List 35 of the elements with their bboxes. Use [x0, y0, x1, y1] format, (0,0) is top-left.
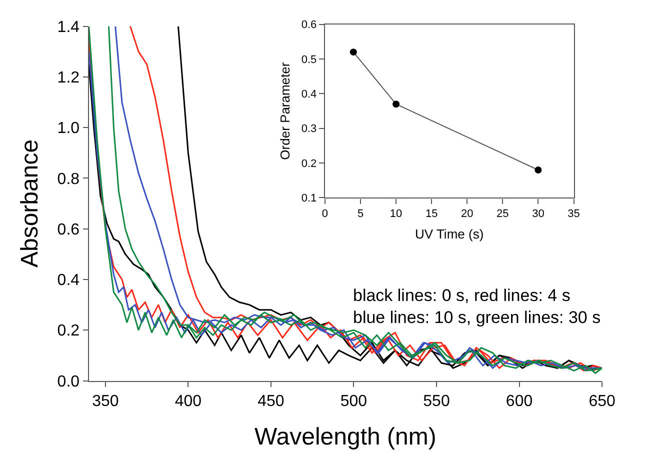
y-tick-label: 1.2	[57, 70, 80, 87]
y-axis-title: Order Parameter	[277, 62, 292, 160]
annotation: black lines: 0 s, red lines: 4 s	[353, 286, 570, 305]
x-tick-label: 25	[496, 208, 509, 220]
x-tick-label: 35	[568, 208, 580, 220]
x-tick-label: 20	[461, 208, 474, 220]
x-tick-label: 450	[258, 393, 284, 410]
y-tick-label: 0.4	[301, 88, 317, 101]
x-tick-label: 10	[390, 208, 402, 220]
x-tick-label: 0	[322, 208, 328, 220]
y-tick-label: 0.8	[57, 170, 80, 188]
x-tick-label: 30	[532, 208, 544, 220]
x-tick-label: 650	[588, 393, 616, 410]
x-tick-label: 600	[506, 393, 533, 410]
x-tick-label: 500	[340, 393, 368, 410]
y-tick-label: 0.2	[57, 322, 80, 340]
y-tick-label: 0.5	[301, 54, 317, 66]
y-axis-title: Absorbance	[16, 139, 44, 268]
y-tick-label: 0.6	[301, 19, 317, 32]
x-axis-title: Wavelength (nm)	[254, 423, 436, 450]
x-axis-title: UV Time (s)	[415, 226, 484, 242]
y-tick-label: 0.0	[57, 373, 80, 390]
y-tick-label: 0.2	[301, 158, 317, 170]
x-tick-label: 400	[174, 393, 202, 410]
y-tick-label: 0.3	[301, 123, 317, 136]
y-tick-label: 0.1	[301, 192, 317, 205]
annotation: blue lines: 10 s, green lines: 30 s	[353, 308, 601, 327]
x-tick-label: 5	[357, 208, 364, 220]
x-tick-label: 350	[92, 393, 119, 410]
y-tick-label: 0.6	[57, 221, 80, 238]
y-tick-label: 1.0	[57, 120, 80, 138]
y-tick-label: 1.4	[57, 18, 80, 36]
x-tick-label: 15	[425, 208, 438, 220]
y-tick-label: 0.4	[57, 272, 80, 290]
x-tick-label: 550	[423, 393, 450, 410]
